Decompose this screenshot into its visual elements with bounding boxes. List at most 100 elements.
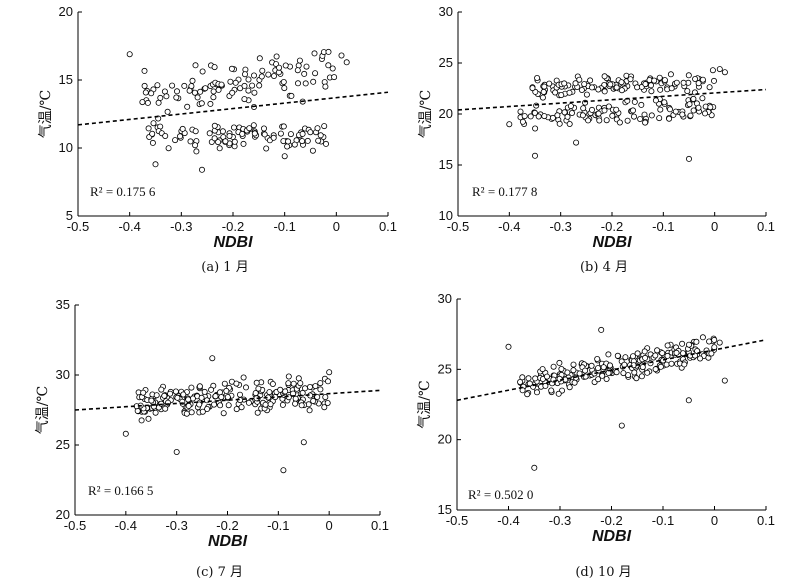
data-point — [631, 98, 638, 105]
data-point — [556, 120, 563, 127]
data-point — [331, 74, 338, 81]
data-point — [685, 397, 692, 404]
data-point — [276, 64, 283, 71]
data-point — [201, 388, 208, 395]
data-point — [224, 394, 231, 401]
data-point — [505, 343, 512, 350]
data-point — [152, 161, 159, 168]
x-tick-label: -0.3 — [170, 219, 192, 234]
data-point — [618, 422, 625, 429]
data-point — [270, 134, 277, 141]
data-point — [189, 77, 196, 84]
y-tick-label: 15 — [438, 502, 452, 517]
data-point — [246, 125, 253, 132]
data-point — [322, 83, 329, 90]
x-tick-label: 0.1 — [757, 513, 775, 528]
x-tick-label: 0.1 — [757, 219, 775, 234]
data-point — [679, 111, 686, 118]
data-point — [299, 130, 306, 137]
data-point — [576, 370, 583, 377]
data-point — [532, 125, 539, 132]
data-point — [687, 112, 694, 119]
data-point — [198, 100, 205, 107]
trend-line — [74, 389, 381, 411]
data-point — [144, 99, 151, 106]
data-point — [155, 99, 162, 106]
data-point — [644, 369, 651, 376]
data-point — [673, 349, 680, 356]
data-point — [661, 77, 668, 84]
y-tick-label: 25 — [56, 437, 70, 452]
x-axis-label: NDBI — [208, 533, 248, 550]
data-point — [552, 89, 559, 96]
data-point — [664, 342, 671, 349]
data-point — [322, 140, 329, 147]
data-point — [601, 107, 608, 114]
data-point — [314, 125, 321, 132]
data-point — [709, 67, 716, 74]
data-point — [652, 352, 659, 359]
data-point — [295, 62, 302, 69]
x-tick-label: 0 — [711, 513, 718, 528]
data-point — [259, 67, 266, 74]
data-point — [533, 102, 540, 109]
data-point — [164, 108, 171, 115]
x-tick-label: -0.5 — [64, 518, 86, 533]
data-point — [162, 405, 169, 412]
trend-line — [457, 88, 767, 111]
data-point — [581, 81, 588, 88]
data-point — [291, 141, 298, 148]
data-point — [255, 385, 262, 392]
data-point — [251, 89, 258, 96]
data-point — [607, 362, 614, 369]
data-point — [654, 347, 661, 354]
data-point — [609, 112, 616, 119]
y-tick-label: 15 — [439, 157, 453, 172]
data-point — [325, 48, 332, 55]
data-point — [301, 385, 308, 392]
data-point — [249, 82, 256, 89]
data-point — [228, 65, 235, 72]
data-point — [209, 355, 216, 362]
panel-c: -0.5 -0.4 -0.3 -0.2 -0.1 0 0.1 20 25 30 35 气温/℃ NDBI… — [35, 297, 389, 580]
x-axis-label: NDBI — [592, 234, 632, 251]
y-tick-label: 25 — [439, 55, 453, 70]
data-point — [690, 107, 697, 114]
r-squared-label: R² = 0.177 8 — [472, 184, 537, 199]
data-point — [561, 109, 568, 116]
data-point — [245, 399, 252, 406]
data-point — [566, 121, 573, 128]
data-point — [544, 373, 551, 380]
data-point — [309, 147, 316, 154]
data-point — [314, 393, 321, 400]
y-tick-label: 35 — [56, 297, 70, 312]
data-point — [564, 369, 571, 376]
data-point — [711, 344, 718, 351]
data-point — [265, 71, 272, 78]
data-point — [250, 122, 257, 129]
data-point — [172, 388, 179, 395]
data-point — [630, 362, 637, 369]
data-point — [141, 82, 148, 89]
y-axis-label: 气温/℃ — [35, 386, 51, 434]
data-point — [656, 115, 663, 122]
data-point — [651, 77, 658, 84]
data-point — [198, 394, 205, 401]
data-point — [697, 355, 704, 362]
data-point — [532, 152, 539, 159]
data-point — [667, 71, 674, 78]
data-point — [270, 73, 277, 80]
x-tick-label: 0.1 — [371, 518, 389, 533]
data-point — [287, 131, 294, 138]
data-point — [310, 397, 317, 404]
data-point — [583, 91, 590, 98]
data-point — [296, 57, 303, 64]
data-point — [535, 113, 542, 120]
data-point — [202, 85, 209, 92]
data-point — [321, 404, 328, 411]
data-point — [541, 83, 548, 90]
data-point — [277, 130, 284, 137]
data-point — [219, 128, 226, 135]
data-point — [627, 76, 634, 83]
